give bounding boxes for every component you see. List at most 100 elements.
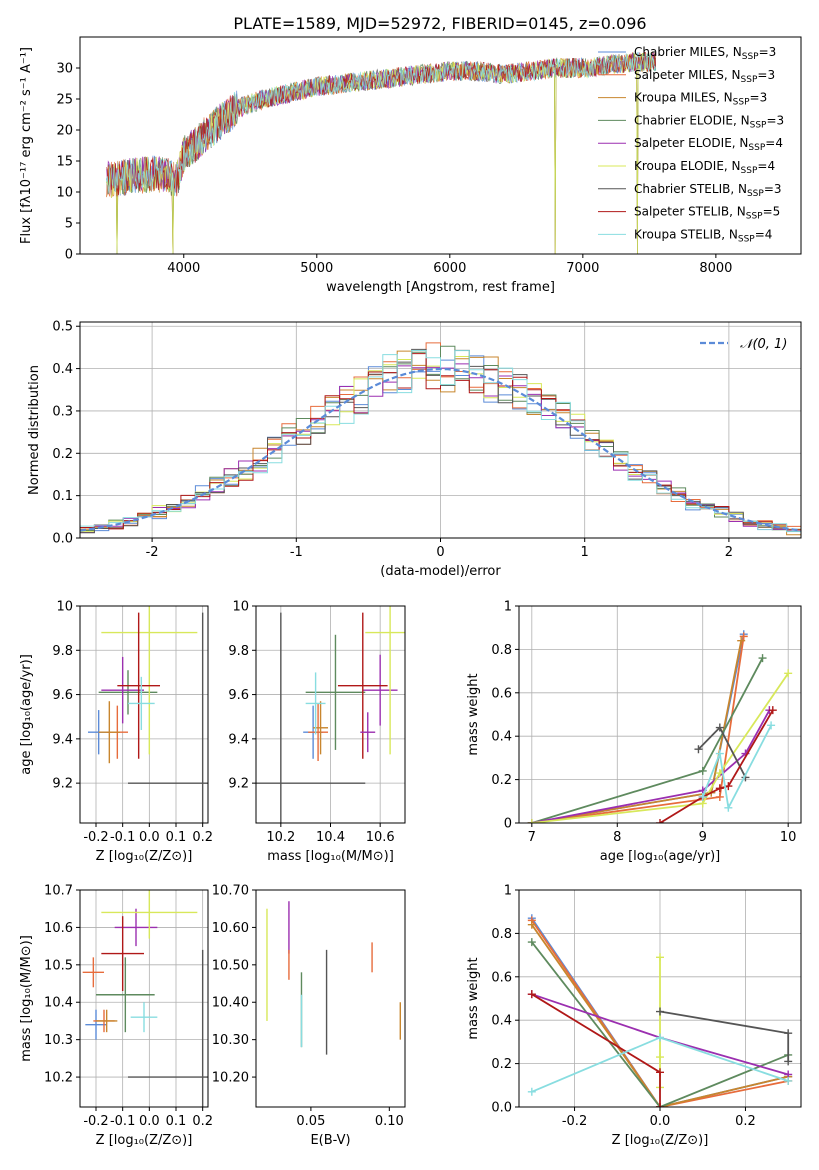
y-axis-label: mass weight [466, 957, 481, 1039]
y-tick-label: 10.5 [44, 958, 73, 973]
x-tick-label: -0.2 [562, 1114, 587, 1129]
weight-marker [656, 1007, 664, 1016]
y-tick-label: 0 [65, 248, 73, 263]
y-tick-label: 0.3 [52, 404, 73, 419]
y-tick-label: 10 [56, 186, 73, 201]
y-tick-label: 10.6 [44, 921, 73, 936]
weight_vs_age-data [527, 630, 793, 823]
weight-marker [724, 803, 733, 812]
y-tick-label: 0.6 [491, 970, 512, 985]
y-axis-label: Flux [fλ10⁻¹⁷ erg cm⁻² s⁻¹ A⁻¹] [19, 47, 34, 244]
weight-marker [767, 721, 776, 730]
x-tick-label: 7000 [566, 261, 599, 276]
y-tick-label: 9.8 [52, 644, 73, 659]
weight-marker [656, 1033, 664, 1042]
y-tick-label: 10.3 [44, 1033, 73, 1048]
y-tick-label: 0.8 [491, 927, 512, 942]
plot-frame [518, 889, 802, 1108]
x-axis-label: wavelength [Angstrom, rest frame] [326, 280, 555, 295]
y-axis-label: age [log₁₀(age/yr)] [19, 654, 34, 775]
x-axis-label: Z [log₁₀(Z/Z⊙)] [96, 1133, 193, 1148]
weight-series [531, 640, 743, 823]
y-tick-label: 20 [56, 124, 73, 139]
y-tick-label: 1 [504, 884, 512, 899]
y-tick-label: 9.2 [52, 777, 73, 792]
y-tick-label: 9.2 [228, 777, 249, 792]
plot-frame [255, 889, 406, 1108]
y-tick-label: 0.0 [52, 532, 73, 547]
mass_vs_EBV-panel: 0.05 0.10 10.20 10.30 10.40 10.50 10.60 10.70 E(… [212, 884, 406, 1148]
legend-entry: Salpeter ELODIE, NSSP=4 [634, 136, 783, 153]
weight-marker [656, 1053, 664, 1062]
weight-series [531, 709, 771, 823]
x-tick-label: 2 [725, 545, 733, 560]
age_vs_mass-data [256, 606, 405, 823]
y-tick-label: 10.30 [212, 1033, 249, 1048]
weight-marker [698, 766, 707, 775]
age_vs_Z-panel: -0.2 -0.1 0.0 0.1 0.2 9.2 9.4 9.6 9.8 10 Z [log₁₀(… [19, 600, 213, 865]
y-axis-label: mass weight [466, 673, 481, 755]
x-tick-label: -0.2 [83, 1114, 108, 1129]
y-tick-label: 10.70 [212, 884, 249, 899]
normal-curve [80, 367, 801, 532]
y-tick-label: 10.2 [44, 1071, 73, 1086]
x-tick-label: 0.2 [192, 830, 213, 845]
x-tick-label: 0.10 [375, 1114, 404, 1129]
y-tick-label: 9.6 [228, 688, 249, 703]
weight-series [531, 672, 789, 823]
weight-marker [527, 1087, 536, 1096]
x-tick-label: 8000 [699, 261, 732, 276]
spectrum-line [106, 52, 657, 196]
x-tick-label: 0.0 [139, 1114, 160, 1129]
y-tick-label: 0.2 [52, 447, 73, 462]
x-tick-label: 10.2 [266, 830, 295, 845]
x-tick-label: 8 [613, 830, 621, 845]
y-tick-label: 10.4 [44, 996, 73, 1011]
weight-marker [698, 792, 707, 801]
weight-marker [715, 749, 724, 758]
x-tick-label: 5000 [300, 261, 333, 276]
figure-title: PLATE=1589, MJD=52972, FIBERID=0145, z=0… [233, 14, 646, 33]
x-axis-label: Z [log₁₀(Z/Z⊙)] [96, 849, 193, 864]
x-tick-label: 0.2 [735, 1114, 756, 1129]
y-tick-label: 0.6 [491, 686, 512, 701]
y-tick-label: 1 [504, 600, 512, 615]
weight-series [531, 919, 789, 1107]
weight-marker [739, 632, 748, 641]
y-tick-label: 10.20 [212, 1071, 249, 1086]
plot-frame [79, 321, 802, 539]
spectrum-data [106, 51, 657, 254]
x-tick-label: 0.0 [650, 1114, 671, 1129]
spectrum-panel: 4000 5000 6000 7000 8000 0 5 10 15 20 25 30 waveleng… [19, 36, 802, 295]
y-tick-label: 15 [56, 155, 73, 170]
x-tick-label: 1 [581, 545, 589, 560]
weight-marker [715, 723, 724, 732]
y-tick-label: 0.2 [491, 773, 512, 788]
residuals-panel: -2 -1 0 1 2 0.0 0.1 0.2 0.3 0.4 0.5 (data-model)/er… [27, 320, 802, 579]
x-tick-label: -2 [146, 545, 159, 560]
weight-marker [768, 706, 777, 715]
y-tick-label: 0.5 [52, 320, 73, 335]
mass_vs_EBV-data [266, 901, 401, 1055]
x-tick-label: 10 [780, 830, 797, 845]
x-axis-label: age [log₁₀(age/yr)] [600, 849, 721, 864]
weight-marker [527, 819, 536, 823]
weight-marker [737, 636, 746, 645]
x-tick-label: 9 [699, 830, 707, 845]
x-axis-label: mass [log₁₀(M/M⊙)] [267, 849, 394, 864]
y-tick-label: 0.4 [491, 1014, 512, 1029]
y-tick-label: 9.6 [52, 688, 73, 703]
weight-marker [527, 938, 536, 947]
plot-frame [255, 605, 406, 824]
y-tick-label: 9.8 [228, 644, 249, 659]
legend-entry: Kroupa ELODIE, NSSP=4 [634, 159, 775, 176]
y-tick-label: 9.4 [52, 732, 73, 747]
x-tick-label: 7 [528, 830, 536, 845]
y-tick-label: 30 [56, 62, 73, 77]
y-tick-label: 10.7 [44, 884, 73, 899]
weight_vs_Z-panel: -0.2 0.0 0.2 0.0 0.2 0.4 0.6 0.8 1 Z [log₁₀(Z/Z⊙)… [466, 884, 802, 1148]
x-tick-label: -0.1 [110, 830, 135, 845]
weight-series [659, 1010, 790, 1062]
x-tick-label: 0 [436, 545, 444, 560]
